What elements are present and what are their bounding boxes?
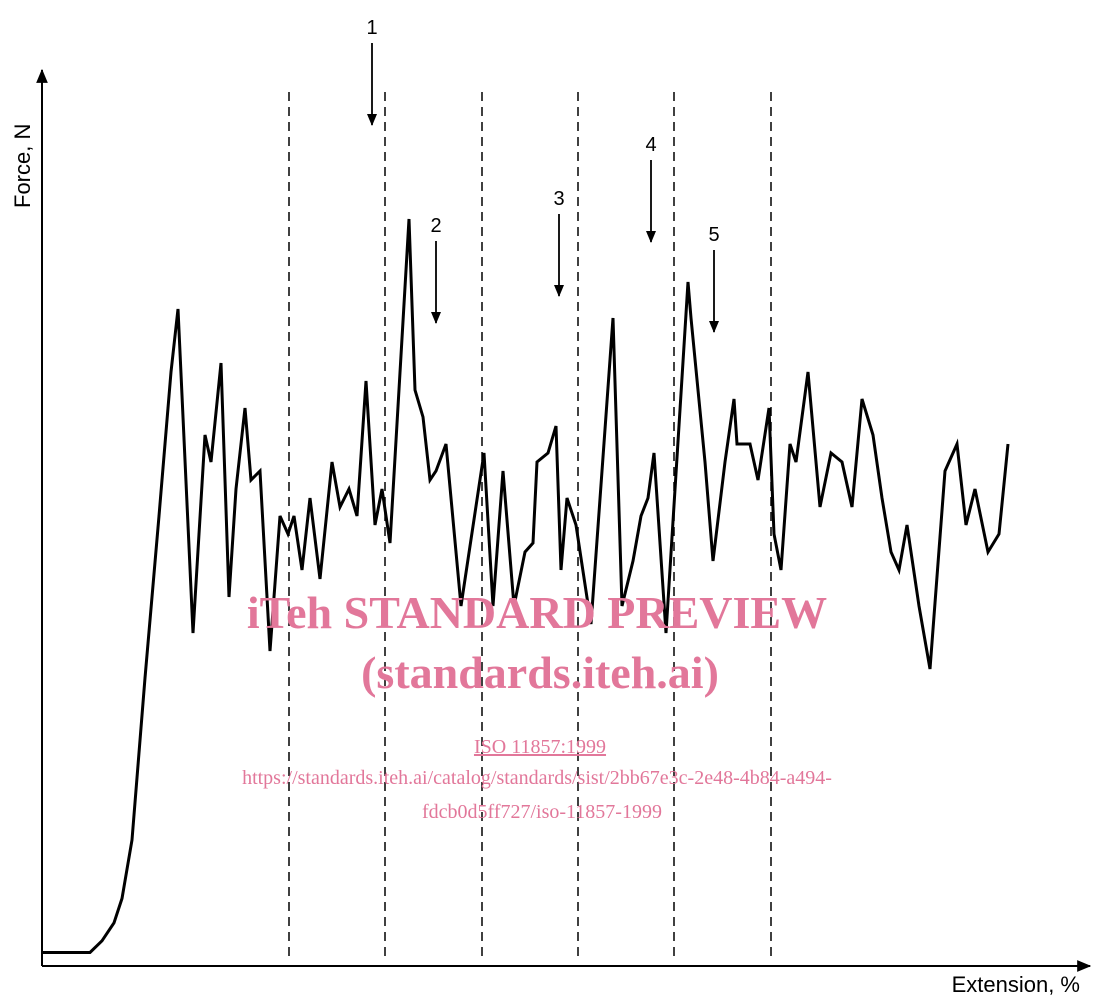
segment-dividers [288, 92, 772, 958]
y-axis-label: Force, N [10, 124, 35, 208]
peak-label-5: 5 [708, 224, 719, 246]
watermark-subtitle: (standards.iteh.ai) [361, 647, 719, 698]
x-axis-label: Extension, % [952, 972, 1080, 997]
peak-label-2: 2 [430, 215, 441, 237]
force-extension-line [42, 218, 1010, 954]
watermark-title: iTeh STANDARD PREVIEW [247, 587, 827, 638]
peak-label-3: 3 [553, 188, 564, 210]
peak-label-4: 4 [645, 134, 656, 156]
watermark-url-line-1: https://standards.iteh.ai/catalog/standa… [242, 767, 832, 789]
peak-label-1: 1 [366, 17, 377, 39]
watermark: iTeh STANDARD PREVIEW (standards.iteh.ai… [242, 587, 832, 823]
watermark-standard-link[interactable]: ISO 11857:1999 [474, 736, 606, 758]
peak-annotations: 1 2 3 4 5 [366, 17, 720, 333]
watermark-url-line-2: fdcb0d5ff727/iso-11857-1999 [422, 801, 662, 823]
